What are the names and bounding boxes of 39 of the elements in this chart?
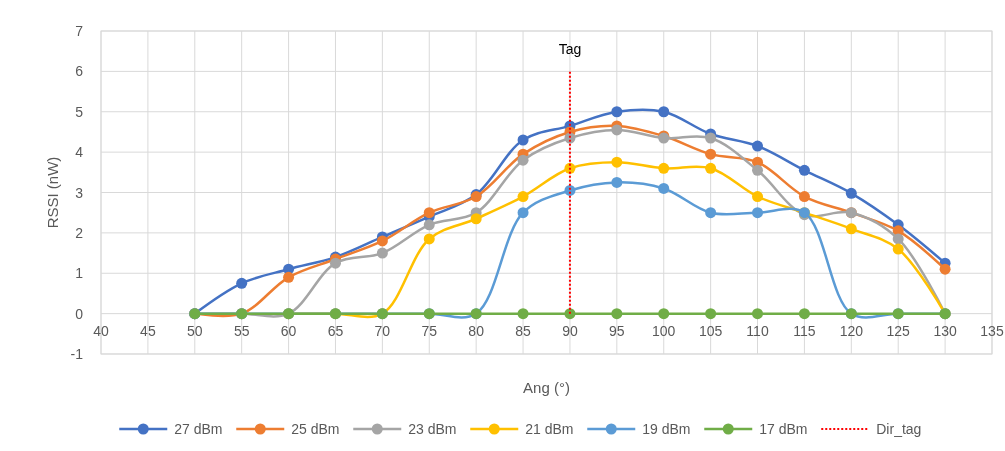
x-tick-label: 110 [746,322,769,339]
y-tick-label: 4 [75,144,84,161]
legend-label: 25 dBm [291,421,340,437]
annotation: Tag [558,41,582,58]
y-tick-label: 0 [75,305,84,322]
x-tick-label: 135 [980,322,1004,339]
x-tick-label: 95 [609,322,625,339]
x-tick-label: 40 [93,322,109,339]
y-tick-label: 5 [75,103,84,120]
x-tick-label: 105 [698,322,723,339]
y-tick-label: 3 [75,184,84,201]
x-tick-label: 50 [187,322,203,339]
x-tick-label: 70 [374,322,391,339]
x-tick-label: 90 [562,322,578,339]
x-tick-label: 45 [140,322,156,339]
x-tick-label: 120 [839,322,864,339]
x-tick-label: 55 [233,322,250,339]
y-tick-label: 1 [75,265,84,282]
legend-label: 23 dBm [408,421,457,437]
x-tick-label: 60 [280,322,297,339]
legend-label: 21 dBm [525,421,574,437]
x-tick-label: 75 [421,322,438,339]
x-tick-label: 85 [515,322,532,339]
x-tick-label: 65 [327,322,344,339]
y-tick-label: -1 [70,346,84,362]
x-tick-label: 115 [793,322,816,339]
x-tick-label: 100 [652,322,676,339]
legend-label: 17 dBm [759,421,808,437]
legend-label: 27 dBm [174,421,223,437]
legend-label: 19 dBm [642,421,691,437]
x-tick-label: 130 [933,322,957,339]
y-tick-label: 6 [75,63,84,80]
y-axis-title: RSSI (nW) [44,156,61,229]
x-tick-label: 125 [886,322,911,339]
y-tick-label: 7 [75,23,84,39]
legend-label: Dir_tag [876,421,922,437]
y-tick-label: 2 [75,224,84,241]
x-tick-label: 80 [468,322,485,339]
x-axis-title: Ang (°) [523,379,570,396]
